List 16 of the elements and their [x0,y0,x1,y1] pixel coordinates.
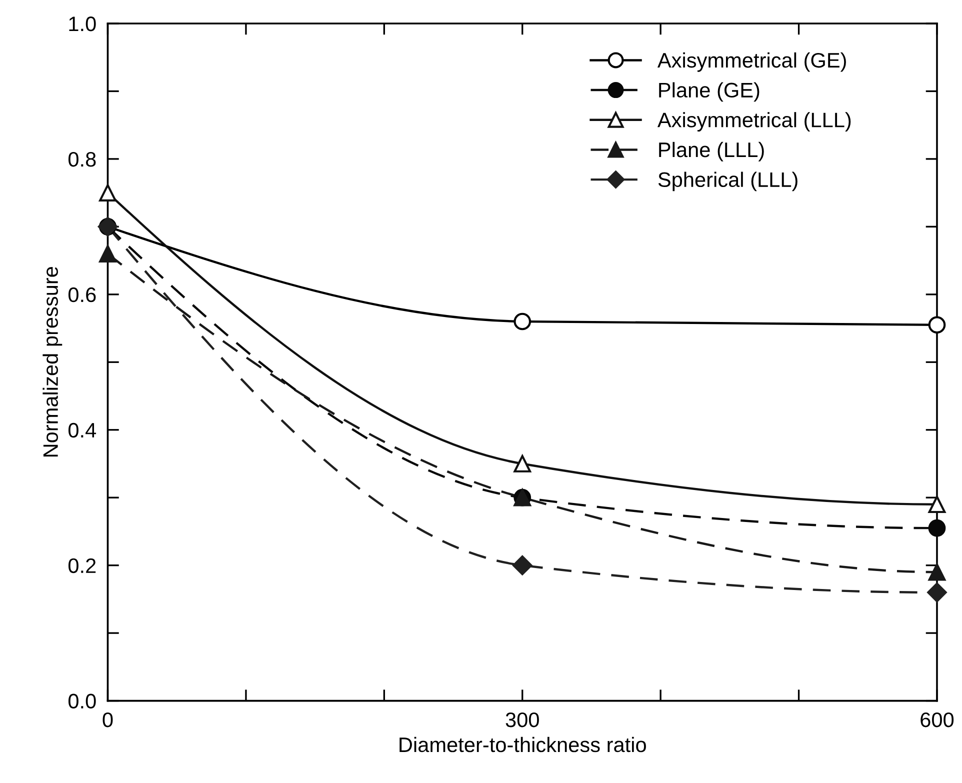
y-tick-label: 0.2 [68,558,96,574]
legend-label: Plane (GE) [659,82,760,102]
legend-label: Plane (LLL) [659,142,764,162]
legend-label: Axisymmetrical (LLL) [657,112,851,132]
x-tick-label: 0 [102,712,113,728]
x-tick-label: 600 [920,712,954,728]
y-tick-label: 0.0 [68,694,96,709]
legend-label: Axisymmetrical (GE) [657,52,846,72]
y-tick-label: 0.4 [68,422,96,438]
x-axis-title: Diameter-to-thickness ratio [400,736,646,752]
x-tick-label: 300 [506,712,539,728]
legend-label: Spherical (LLL) [658,172,798,192]
y-tick-label: 1.0 [69,16,96,32]
y-tick-label: 0.8 [68,152,96,167]
y-axis-title: Normalized pressure [42,266,62,457]
y-tick-label: 0.6 [68,287,96,302]
